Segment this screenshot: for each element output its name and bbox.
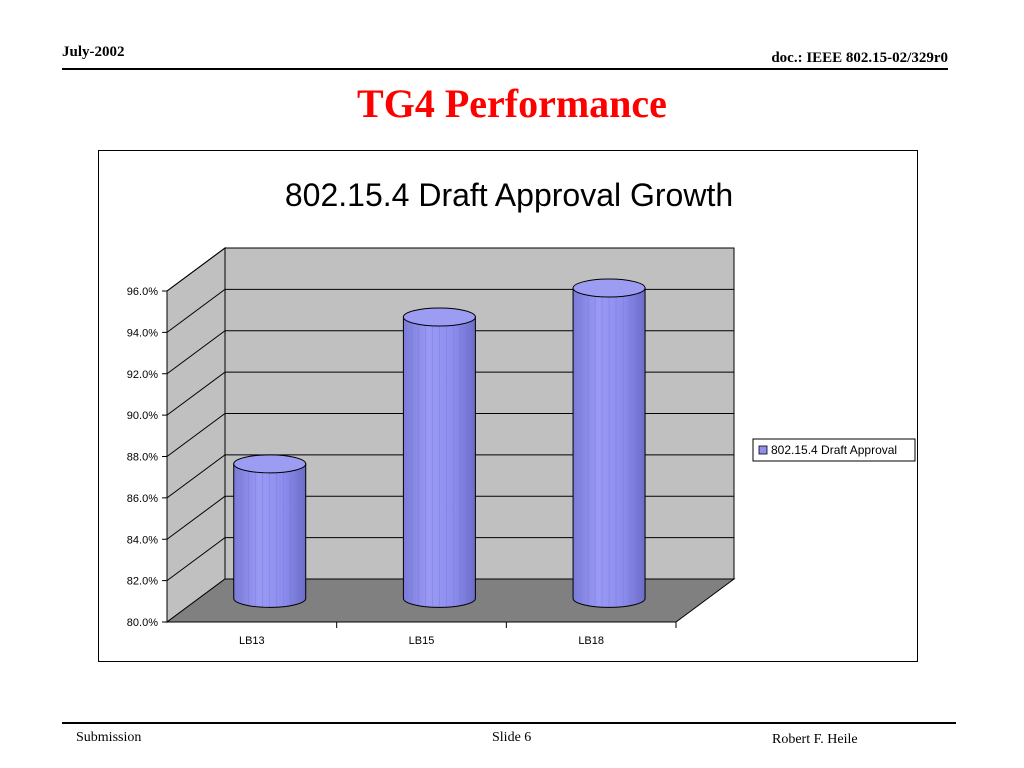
bar-top — [402, 307, 476, 327]
slide-title: TG4 Performance — [357, 81, 667, 126]
legend-box — [752, 438, 916, 462]
y-tick-label: 84.0% — [127, 534, 158, 546]
bar-lb15 — [402, 307, 476, 608]
legend-label: 802.15.4 Draft Approval — [771, 443, 897, 457]
gridline — [166, 371, 734, 416]
gridline — [166, 247, 734, 292]
y-tick-label: 80.0% — [127, 617, 158, 629]
y-tick-label: 88.0% — [127, 452, 158, 464]
footer-submission: Submission — [76, 730, 142, 745]
footer-divider — [62, 722, 956, 724]
header-divider — [62, 68, 948, 70]
y-tick-label: 82.0% — [127, 576, 158, 588]
chart-title: 802.15.4 Draft Approval Growth — [285, 177, 733, 213]
gridline — [166, 454, 734, 499]
footer-slide-number: Slide 6 — [492, 730, 532, 745]
footer-author: Robert F. Heile — [772, 732, 858, 747]
y-tick-label: 86.0% — [127, 493, 158, 505]
x-tick-label: LB15 — [409, 635, 435, 647]
x-tick-label: LB18 — [578, 635, 604, 647]
slide-date: July-2002 — [62, 44, 125, 60]
x-tick-label: LB13 — [239, 635, 265, 647]
y-tick-label: 96.0% — [127, 286, 158, 298]
bar-lb13 — [233, 454, 307, 608]
bar-lb18 — [572, 278, 646, 608]
y-tick-label: 90.0% — [127, 410, 158, 422]
gridline — [166, 330, 734, 375]
bar-top — [572, 278, 646, 298]
chart-legend: 802.15.4 Draft Approval — [752, 438, 916, 462]
y-tick-label: 92.0% — [127, 369, 158, 381]
gridline — [166, 495, 734, 540]
gridline — [166, 413, 734, 457]
gridline — [166, 537, 734, 582]
gridline — [166, 288, 734, 333]
legend-swatch — [758, 445, 768, 455]
bar-chart: 802.15.4 Draft Approval Growth 80.0% 82.0… — [127, 177, 916, 647]
chart-container: 802.15.4 Draft Approval Growth 80.0% 82.0… — [98, 150, 918, 662]
y-tick-label: 94.0% — [127, 327, 158, 339]
bar-top — [233, 454, 307, 474]
document-id: doc.: IEEE 802.15-02/329r0 — [771, 50, 948, 66]
